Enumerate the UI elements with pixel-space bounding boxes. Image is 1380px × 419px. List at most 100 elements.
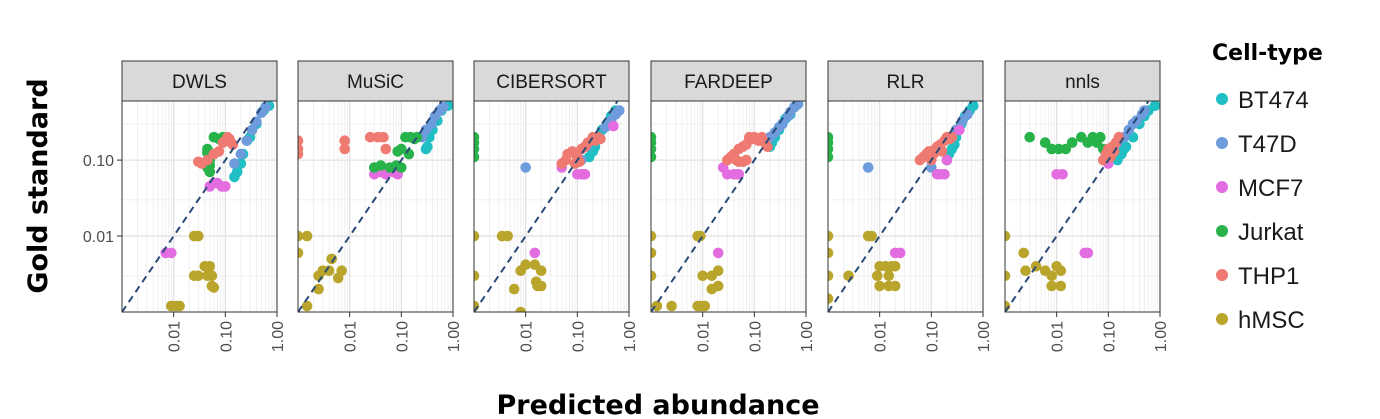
x-tick-label: 0.01 (1050, 321, 1067, 352)
point-mcf7 (939, 169, 950, 180)
point-hmsc (1018, 247, 1029, 259)
point-hmsc (843, 270, 854, 282)
panel-border (827, 100, 984, 313)
legend-label-hmsc: hMSC (1238, 307, 1305, 334)
point-mcf7 (894, 247, 906, 259)
panel-marks (828, 101, 979, 312)
point-jurkat (1060, 143, 1072, 155)
point-hmsc (313, 283, 324, 295)
y-tick-label: 0.10 (83, 153, 114, 170)
legend-key-hmsc (1216, 313, 1228, 325)
panel-cibersort: CIBERSORT 0.01 0.10 1.00 (473, 60, 639, 352)
point-mcf7 (220, 181, 231, 192)
x-tick-label: 0.01 (873, 321, 890, 352)
panel-strip-label: RLR (886, 72, 924, 93)
panel-strip-label: nnls (1065, 72, 1100, 93)
point-hmsc (193, 230, 204, 242)
point-hmsc (298, 247, 304, 259)
point-t47d (246, 124, 258, 136)
point-mcf7 (1057, 169, 1068, 180)
panel-marks (122, 101, 275, 312)
point-jurkat (396, 143, 407, 155)
x-tick-label: 0.10 (570, 321, 587, 352)
identity-reference-line (474, 101, 619, 312)
legend-key-jurkat (1216, 225, 1228, 237)
point-hmsc (1046, 280, 1057, 292)
point-bt474 (231, 166, 243, 178)
point-hmsc (474, 230, 480, 242)
point-t47d (1139, 105, 1150, 116)
point-mcf7 (608, 120, 619, 132)
legend-key-mcf7 (1216, 181, 1228, 193)
legend-label-thp1: THP1 (1238, 263, 1299, 290)
point-hmsc (208, 282, 220, 293)
point-hmsc (666, 300, 677, 312)
x-tick-label: 1.00 (270, 321, 287, 352)
panel-strip (473, 60, 630, 102)
point-hmsc (515, 306, 526, 312)
x-tick-label: 0.01 (167, 321, 184, 352)
point-jurkat (474, 151, 480, 163)
x-tick-label: 0.01 (696, 321, 713, 352)
point-t47d (614, 105, 625, 116)
point-hmsc (520, 259, 531, 271)
x-tick-label: 1.00 (1153, 321, 1170, 352)
point-thp1 (339, 143, 351, 155)
x-tick-label: 1.00 (446, 321, 463, 352)
point-thp1 (298, 135, 304, 146)
point-t47d (520, 162, 531, 173)
legend-key-thp1 (1216, 269, 1228, 281)
x-axis-title: Predicted abundance (496, 390, 819, 419)
point-t47d (251, 116, 262, 127)
point-hmsc (828, 230, 834, 242)
point-thp1 (378, 131, 389, 143)
point-bt474 (968, 101, 979, 111)
point-bt474 (1120, 141, 1132, 152)
identity-reference-line (122, 101, 267, 312)
panel-marks (474, 101, 625, 312)
point-jurkat (651, 131, 657, 143)
point-hmsc (1055, 265, 1067, 277)
panel-marks (298, 101, 453, 312)
panel-border (297, 100, 454, 313)
panel-rlr: RLR 0.01 0.10 1.00 (827, 60, 993, 352)
point-mcf7 (733, 169, 745, 180)
point-hmsc (336, 265, 348, 277)
panel-strip (827, 60, 984, 102)
panel-strip-label: CIBERSORT (496, 72, 607, 93)
panel-strip (297, 60, 454, 102)
point-hmsc (535, 265, 547, 277)
panel-dwls: DWLS 0.01 0.10 1.00 (121, 60, 287, 352)
point-t47d (962, 109, 973, 120)
panel-nnls: nnls 0.01 0.10 1.00 (1004, 60, 1170, 352)
point-jurkat (204, 166, 216, 178)
identity-reference-line (1005, 101, 1150, 312)
point-jurkat (1095, 131, 1106, 143)
point-hmsc (828, 270, 834, 282)
x-tick-label: 0.10 (747, 321, 764, 352)
point-jurkat (396, 162, 407, 173)
point-thp1 (227, 139, 239, 150)
x-tick-label: 0.10 (218, 321, 235, 352)
point-hmsc (301, 230, 313, 242)
panel-border (121, 100, 278, 313)
point-t47d (241, 135, 253, 146)
x-tick-label: 1.00 (622, 321, 639, 352)
point-hmsc (206, 270, 218, 282)
point-hmsc (502, 230, 513, 242)
panel-marks (651, 101, 804, 312)
point-mcf7 (954, 124, 965, 136)
point-hmsc (651, 247, 657, 259)
point-jurkat (828, 131, 834, 143)
y-tick-label: 0.01 (83, 229, 114, 246)
point-hmsc (323, 265, 335, 277)
point-mcf7 (579, 169, 591, 180)
point-hmsc (1005, 270, 1011, 282)
point-hmsc (828, 293, 834, 304)
identity-reference-line (651, 101, 796, 312)
point-t47d (792, 101, 804, 110)
point-mcf7 (712, 247, 724, 259)
point-bt474 (422, 141, 433, 152)
y-axis-title: Gold standard (23, 78, 54, 293)
point-hmsc (866, 230, 877, 242)
